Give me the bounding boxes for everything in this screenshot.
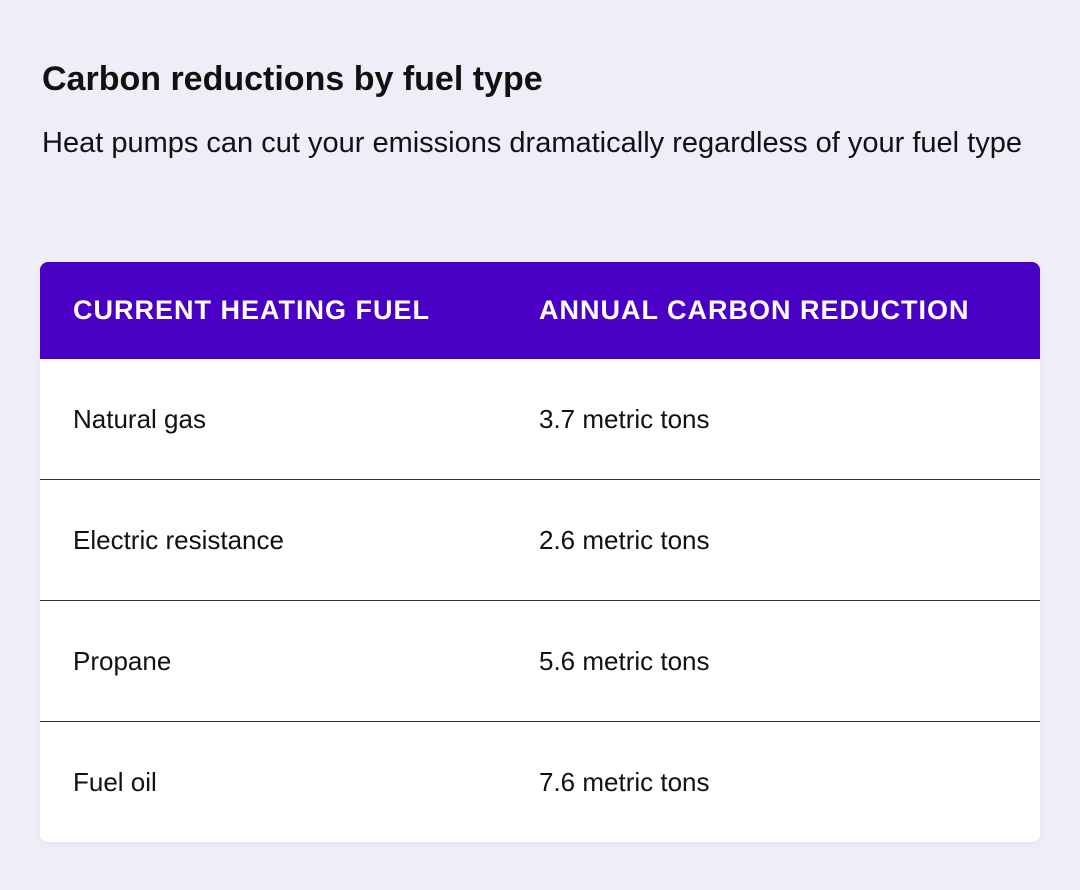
table-body: Natural gas 3.7 metric tons Electric res… xyxy=(40,359,1040,842)
page-title: Carbon reductions by fuel type xyxy=(42,60,543,98)
fuel-cell: Fuel oil xyxy=(73,766,157,797)
column-header-fuel: CURRENT HEATING FUEL xyxy=(73,295,430,325)
fuel-cell: Natural gas xyxy=(73,403,206,434)
page-subtitle: Heat pumps can cut your emissions dramat… xyxy=(42,127,1022,159)
reduction-cell: 2.6 metric tons xyxy=(539,524,710,555)
fuel-cell: Electric resistance xyxy=(73,524,284,555)
reduction-cell: 7.6 metric tons xyxy=(539,766,710,797)
table-row: Fuel oil 7.6 metric tons xyxy=(40,721,1040,842)
fuel-reduction-table: CURRENT HEATING FUEL ANNUAL CARBON REDUC… xyxy=(40,262,1040,842)
table-row: Natural gas 3.7 metric tons xyxy=(40,359,1040,479)
reduction-cell: 3.7 metric tons xyxy=(539,403,710,434)
table-row: Electric resistance 2.6 metric tons xyxy=(40,479,1040,600)
table-row: Propane 5.6 metric tons xyxy=(40,600,1040,721)
column-header-reduction: ANNUAL CARBON REDUCTION xyxy=(539,295,970,325)
fuel-cell: Propane xyxy=(73,645,172,676)
reduction-cell: 5.6 metric tons xyxy=(539,645,710,676)
table-header: CURRENT HEATING FUEL ANNUAL CARBON REDUC… xyxy=(40,262,1040,359)
